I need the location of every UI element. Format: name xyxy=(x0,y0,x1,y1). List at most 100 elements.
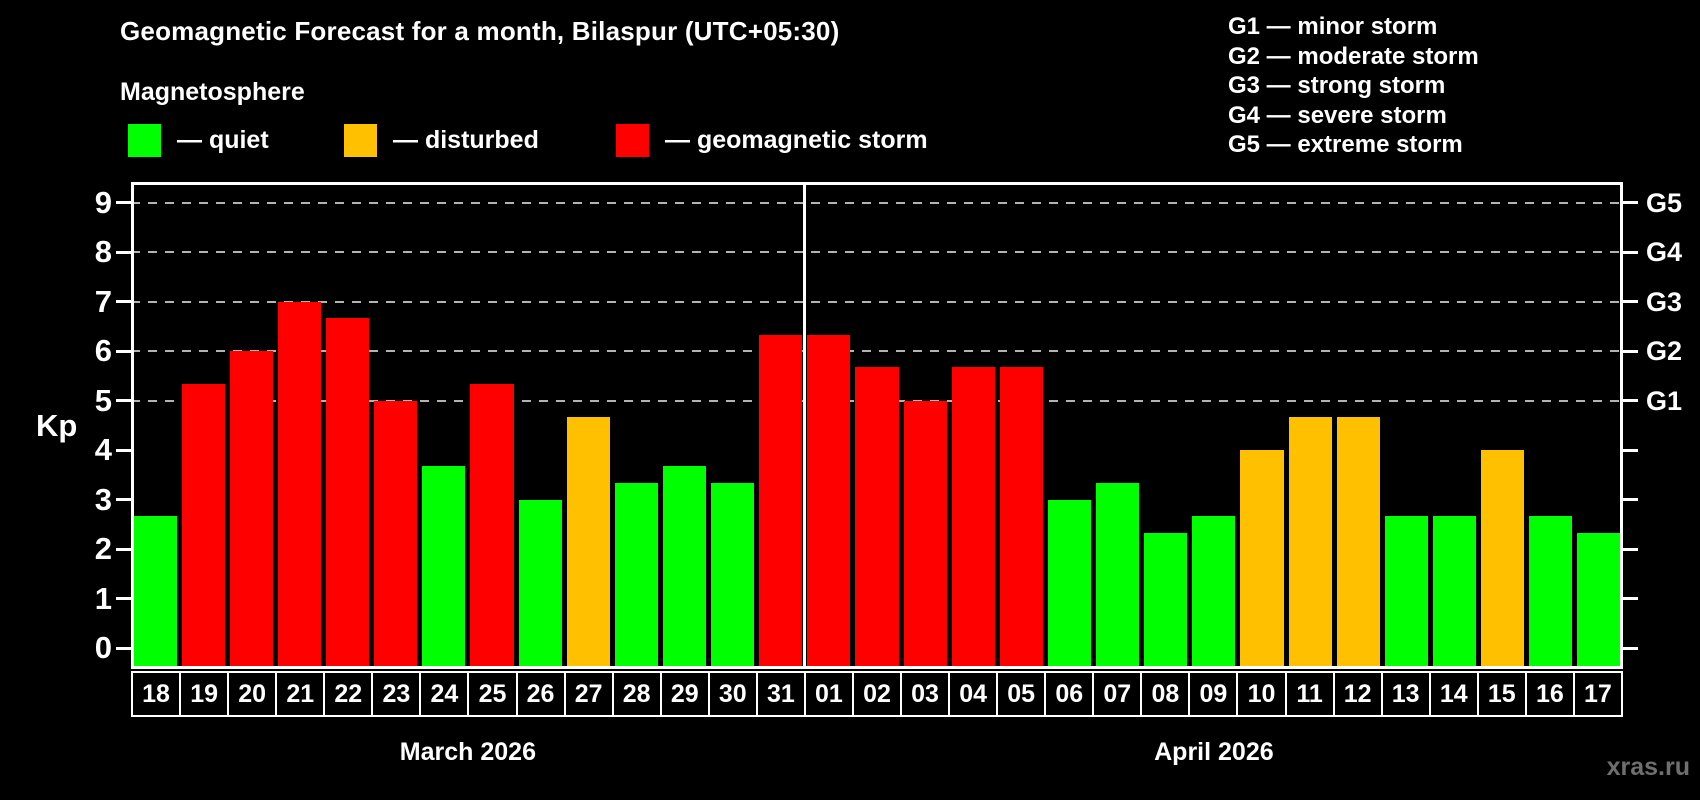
month-label-april: April 2026 xyxy=(1154,738,1274,766)
date-cell: 12 xyxy=(1332,671,1383,717)
kp-bar xyxy=(711,483,755,669)
kp-bar xyxy=(951,367,995,669)
y-axis-tick-right xyxy=(1623,201,1638,204)
kp-bar xyxy=(855,367,899,669)
date-cell: 15 xyxy=(1476,671,1527,717)
y-axis-tick-left xyxy=(116,300,131,303)
date-cell: 18 xyxy=(131,671,182,717)
date-cell: 03 xyxy=(900,671,951,717)
kp-bar xyxy=(1432,515,1477,669)
date-cell: 07 xyxy=(1092,671,1143,717)
kp-bar xyxy=(374,400,418,669)
g-legend-line-g5: G5 — extreme storm xyxy=(1228,131,1463,159)
g-legend-line-g2: G2 — moderate storm xyxy=(1228,42,1479,70)
gridline-kp8 xyxy=(131,251,1623,253)
kp-bar xyxy=(1096,483,1140,669)
date-cell: 05 xyxy=(996,671,1047,717)
kp-bar xyxy=(1240,450,1284,669)
kp-bar xyxy=(1529,515,1573,669)
kp-bar xyxy=(1192,515,1236,669)
y-axis-tick-left xyxy=(116,349,131,353)
date-cell: 14 xyxy=(1428,671,1479,717)
y-axis-label-7: 7 xyxy=(94,283,112,319)
y-axis-label-8: 8 xyxy=(94,234,112,269)
date-cell: 04 xyxy=(948,671,999,717)
date-cell: 23 xyxy=(371,671,422,717)
date-cell: 16 xyxy=(1524,671,1575,717)
g-scale-label-g4: G4 xyxy=(1646,237,1683,267)
kp-bar xyxy=(326,317,370,669)
gridline-kp7 xyxy=(131,300,1623,303)
y-axis-tick-left xyxy=(116,646,131,650)
date-cell: 10 xyxy=(1236,671,1287,717)
kp-bar xyxy=(1047,499,1092,669)
gridline-kp9 xyxy=(131,201,1623,204)
date-cell: 08 xyxy=(1140,671,1191,717)
date-cell: 20 xyxy=(227,671,278,717)
y-axis-label-9: 9 xyxy=(94,184,112,220)
y-axis-tick-right xyxy=(1623,399,1638,402)
date-cell: 29 xyxy=(659,671,710,717)
kp-bar xyxy=(1336,416,1380,669)
date-cell: 27 xyxy=(563,671,614,717)
date-cell: 21 xyxy=(275,671,326,717)
y-axis-tick-right xyxy=(1623,300,1638,303)
chart-subtitle: Magnetosphere xyxy=(120,78,305,106)
kp-bar xyxy=(133,515,177,669)
y-axis-tick-left xyxy=(116,448,131,452)
kp-bar xyxy=(470,384,514,669)
kp-bar xyxy=(807,334,851,669)
y-axis-tick-right xyxy=(1623,498,1638,501)
disturbed-swatch-icon xyxy=(344,123,377,157)
kp-bar xyxy=(759,334,803,669)
y-axis-tick-left xyxy=(116,597,131,600)
y-axis-label-0: 0 xyxy=(94,630,112,665)
kp-bar xyxy=(229,351,273,669)
y-axis-tick-left xyxy=(116,399,131,402)
kp-bar xyxy=(903,400,947,669)
y-axis-tick-right xyxy=(1623,597,1638,600)
kp-bar xyxy=(1384,515,1428,669)
date-cell: 25 xyxy=(467,671,518,717)
kp-bar xyxy=(614,483,658,669)
kp-bar xyxy=(181,384,225,669)
y-axis-tick-right xyxy=(1623,250,1638,254)
legend-item-quiet: — quiet xyxy=(128,123,269,157)
plot-area xyxy=(131,182,1623,669)
date-cell: 11 xyxy=(1284,671,1335,717)
date-cell: 02 xyxy=(851,671,902,717)
date-axis: 18 19 20 21 22 23 24 25 26 27 28 29 30 31 01 02 03 04 05 06… xyxy=(131,671,1623,717)
kp-bar xyxy=(1288,416,1332,669)
date-cell: 24 xyxy=(419,671,470,717)
month-divider-line xyxy=(803,182,807,669)
date-cell: 06 xyxy=(1044,671,1095,717)
y-axis-tick-right xyxy=(1623,349,1638,353)
date-cell: 28 xyxy=(611,671,662,717)
date-cell: 22 xyxy=(323,671,374,717)
y-axis-label-3: 3 xyxy=(94,481,112,517)
date-cell: 19 xyxy=(179,671,230,717)
g-legend-line-g1: G1 — minor storm xyxy=(1228,13,1438,40)
y-axis-tick-right xyxy=(1623,448,1638,452)
legend-label-disturbed: — disturbed xyxy=(393,125,539,154)
kp-bar xyxy=(1577,532,1621,669)
date-cell: 17 xyxy=(1572,671,1623,717)
y-axis-label-2: 2 xyxy=(94,531,112,566)
watermark: xras.ru xyxy=(1606,753,1690,781)
y-axis-tick-left xyxy=(116,498,131,501)
month-label-march: March 2026 xyxy=(399,738,536,766)
g-scale-label-g3: G3 xyxy=(1646,286,1683,317)
y-axis-tick-left xyxy=(116,547,131,551)
y-axis-label-6: 6 xyxy=(94,333,112,368)
g-scale-label-g5: G5 xyxy=(1646,187,1683,218)
storm-swatch-icon xyxy=(616,123,649,157)
date-cell: 31 xyxy=(755,671,806,717)
y-axis-title: Kp xyxy=(36,408,78,443)
y-axis-tick-right xyxy=(1623,547,1638,551)
date-cell: 30 xyxy=(707,671,758,717)
g-scale-label-g1: G1 xyxy=(1646,385,1683,416)
kp-bar xyxy=(277,301,321,669)
quiet-swatch-icon xyxy=(128,123,161,157)
kp-bar xyxy=(1481,450,1525,669)
